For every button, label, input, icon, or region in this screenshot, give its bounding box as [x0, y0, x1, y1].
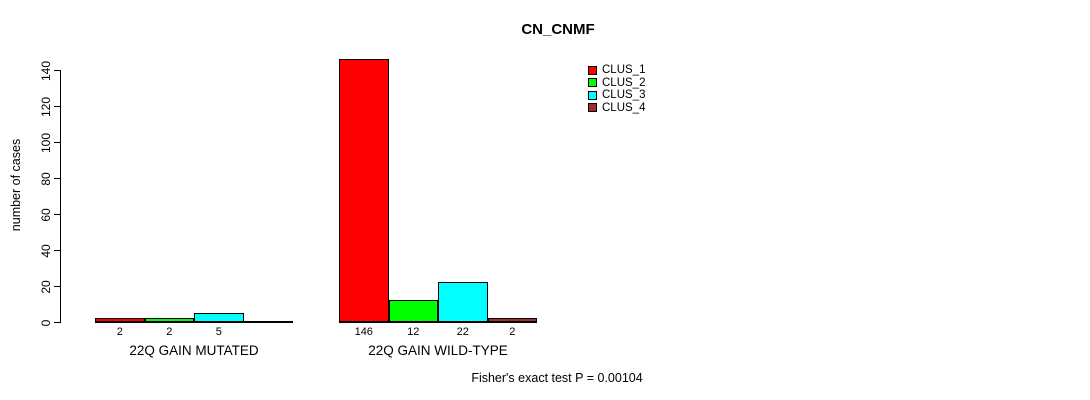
bar-count-label: 146 [354, 326, 373, 338]
bar-clus_1 [339, 59, 389, 322]
bar-count-label: 5 [215, 326, 222, 338]
bar-clus_1 [95, 318, 145, 322]
legend-label: CLUS_1 [602, 64, 646, 77]
y-axis-title: number of cases [9, 138, 23, 232]
legend-item-clus_4: CLUS_4 [588, 102, 645, 115]
bar-clus_3 [438, 282, 488, 322]
y-tick-mark [54, 214, 60, 215]
chart-title: CN_CNMF [521, 21, 595, 38]
bar-clus_4 [487, 318, 537, 322]
y-tick-mark [54, 142, 60, 143]
legend: CLUS_1 CLUS_2 CLUS_3 CLUS_4 [588, 64, 645, 114]
legend-item-clus_2: CLUS_2 [588, 77, 645, 90]
y-tick-mark [54, 70, 60, 71]
y-tick-mark [54, 322, 60, 323]
y-tick-label: 0 [39, 319, 53, 326]
x-category-label: 22Q GAIN MUTATED [129, 343, 259, 358]
y-tick-label: 80 [39, 171, 53, 186]
bar-clus_2 [388, 300, 438, 322]
bar-clus_3 [194, 313, 244, 322]
legend-label: CLUS_3 [602, 89, 646, 102]
y-tick-mark [54, 106, 60, 107]
legend-label: CLUS_2 [602, 76, 646, 89]
legend-label: CLUS_4 [602, 101, 646, 114]
bar-count-label: 2 [166, 326, 173, 338]
bar-count-label: 22 [456, 326, 469, 338]
x-category-label: 22Q GAIN WILD-TYPE [368, 343, 508, 358]
bar-clus_2 [144, 318, 194, 322]
group-baseline [339, 321, 537, 323]
y-axis-line [60, 70, 61, 323]
y-tick-label: 60 [39, 207, 53, 222]
legend-swatch-clus_4 [588, 103, 597, 113]
annotation-fisher-test: Fisher's exact test P = 0.00104 [471, 371, 643, 385]
legend-swatch-clus_2 [588, 78, 597, 88]
bar-count-label: 2 [116, 326, 123, 338]
y-tick-label: 140 [39, 60, 53, 81]
legend-swatch-clus_3 [588, 90, 597, 100]
legend-item-clus_1: CLUS_1 [588, 64, 645, 77]
group-baseline [95, 321, 293, 323]
y-tick-label: 100 [39, 132, 53, 153]
bar-count-label: 12 [407, 326, 420, 338]
y-tick-label: 40 [39, 243, 53, 258]
legend-swatch-clus_1 [588, 65, 597, 75]
legend-item-clus_3: CLUS_3 [588, 89, 645, 102]
y-tick-mark [54, 286, 60, 287]
y-tick-mark [54, 250, 60, 251]
y-tick-label: 120 [39, 96, 53, 117]
bar-count-label: 2 [509, 326, 516, 338]
y-tick-mark [54, 178, 60, 179]
y-tick-label: 20 [39, 279, 53, 294]
